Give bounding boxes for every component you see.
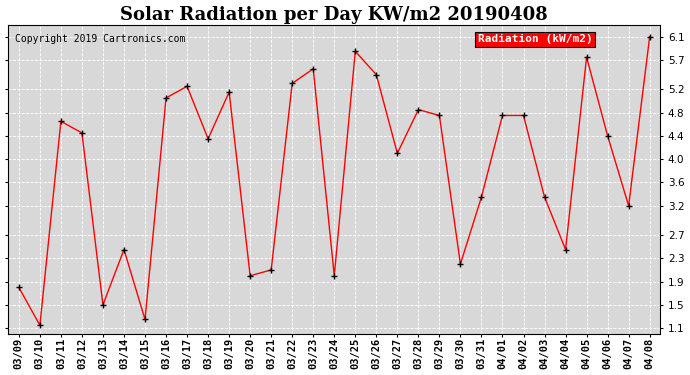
Title: Solar Radiation per Day KW/m2 20190408: Solar Radiation per Day KW/m2 20190408 (120, 6, 548, 24)
Text: Copyright 2019 Cartronics.com: Copyright 2019 Cartronics.com (15, 34, 185, 44)
Text: Radiation (kW/m2): Radiation (kW/m2) (477, 34, 593, 44)
